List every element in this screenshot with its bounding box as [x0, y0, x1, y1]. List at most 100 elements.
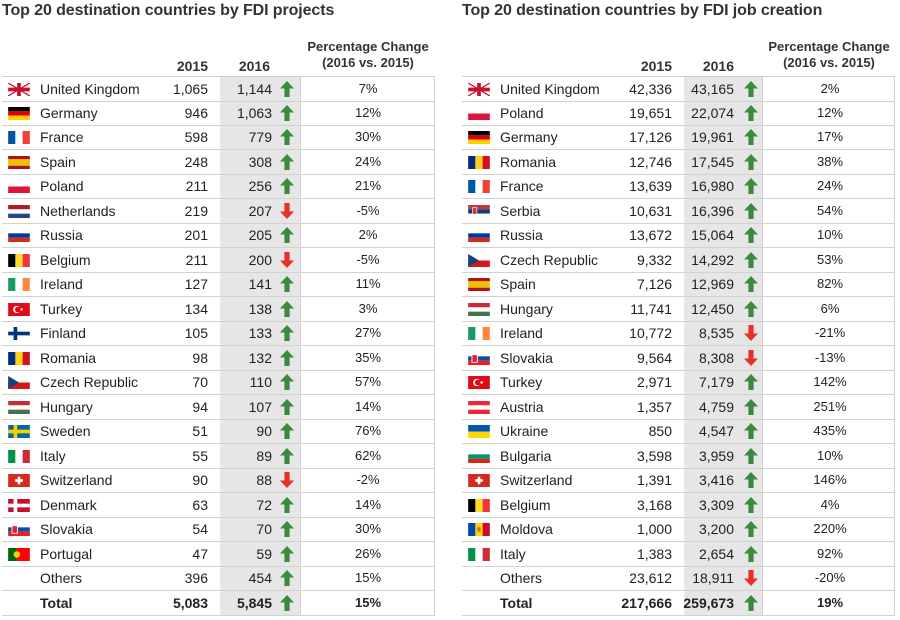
value-2016: 1,063	[236, 104, 272, 121]
value-2016: 12,450	[691, 300, 734, 317]
bg-flag	[468, 449, 490, 463]
up-arrow-icon	[744, 521, 758, 537]
fdi-jobs-panel: Top 20 destination countries by FDI job …	[462, 0, 895, 620]
country-name: France	[40, 129, 84, 145]
value-2016: 15,064	[691, 227, 734, 243]
percentage-change: 17%	[816, 129, 844, 144]
table-row: Ireland 10,772 8,535 -21%	[462, 321, 895, 346]
country-name: Ireland	[500, 325, 543, 341]
value-2015: 51	[192, 423, 208, 439]
up-arrow-icon	[280, 276, 294, 292]
percentage-change: 24%	[816, 178, 844, 193]
value-2015: 63	[192, 496, 208, 513]
value-2016: 19,961	[691, 129, 734, 145]
country-name: Spain	[500, 276, 536, 292]
country-name: Romania	[500, 153, 557, 170]
up-arrow-icon	[280, 300, 294, 317]
down-arrow-icon	[744, 325, 758, 341]
up-arrow-icon	[280, 227, 294, 243]
country-name: Czech Republic	[40, 374, 139, 390]
es-flag	[8, 155, 30, 169]
value-2016: 256	[248, 178, 272, 194]
value-2015: 5,083	[172, 594, 208, 611]
table-row: Ireland 127 141 11%	[2, 272, 435, 297]
value-2015: 219	[184, 202, 208, 219]
table-row: Turkey 134 138 3%	[2, 297, 435, 322]
table-row: Germany 17,126 19,961 17%	[462, 125, 895, 150]
country-name: Slovakia	[40, 521, 93, 537]
table-row: Belgium 211 200 -5%	[2, 248, 435, 273]
total-row: Total 5,083 5,845 15%	[2, 591, 435, 616]
table-row: Spain 7,126 12,969 82%	[462, 272, 895, 297]
percentage-change: 6%	[820, 300, 840, 316]
percentage-change: 76%	[354, 423, 382, 438]
country-name: Austria	[500, 398, 544, 415]
percentage-change: 14%	[354, 496, 382, 512]
table-row: Czech Republic 70 110 57%	[2, 370, 435, 395]
table-row: Bulgaria 3,598 3,959 10%	[462, 444, 895, 469]
be-flag	[8, 253, 30, 267]
country-name: Total	[40, 594, 73, 611]
value-2016: 17,545	[691, 153, 734, 170]
value-2016: 59	[256, 545, 272, 562]
ru-flag	[8, 229, 30, 242]
up-arrow-icon	[744, 178, 758, 194]
value-2015: 946	[184, 104, 208, 121]
gb-flag	[468, 83, 490, 96]
country-name: Moldova	[500, 521, 553, 537]
percentage-change: 7%	[358, 81, 378, 96]
ru-flag	[468, 229, 490, 242]
percentage-change: 15%	[354, 570, 382, 585]
fi-flag	[8, 327, 30, 340]
up-arrow-icon	[280, 521, 294, 537]
value-2015: 7,126	[636, 276, 672, 292]
value-2016: 8,308	[698, 349, 734, 366]
percentage-change: -20%	[814, 570, 846, 585]
value-2015: 1,391	[636, 472, 672, 488]
percentage-change: 19%	[816, 594, 844, 610]
value-2016: 200	[248, 251, 272, 268]
value-2015: 1,357	[636, 398, 672, 415]
up-arrow-icon	[280, 570, 294, 586]
percentage-change: 24%	[354, 153, 382, 169]
up-arrow-icon	[280, 374, 294, 390]
value-2016: 72	[256, 496, 272, 513]
ie-flag	[468, 327, 490, 340]
up-arrow-icon	[744, 104, 758, 121]
percentage-change: 4%	[820, 496, 840, 512]
country-name: Poland	[500, 104, 544, 121]
percentage-change: 53%	[816, 251, 844, 267]
value-2015: 70	[192, 374, 208, 390]
value-2016: 308	[248, 153, 272, 170]
tr-flag	[8, 302, 30, 316]
value-2015: 248	[184, 153, 208, 170]
table-row: Portugal 47 59 26%	[2, 542, 435, 567]
value-2016: 141	[248, 276, 272, 292]
down-arrow-icon	[280, 472, 294, 488]
table-row: Turkey 2,971 7,179 142%	[462, 370, 895, 395]
percentage-change: 54%	[816, 202, 844, 218]
down-arrow-icon	[744, 349, 758, 366]
up-arrow-icon	[280, 447, 294, 464]
up-arrow-icon	[744, 202, 758, 219]
country-name: Belgium	[40, 251, 91, 268]
country-name: Czech Republic	[500, 251, 599, 268]
country-name: United Kingdom	[40, 81, 140, 97]
md-flag	[468, 523, 490, 536]
table-row: Ukraine 850 4,547 435%	[462, 419, 895, 444]
value-2015: 1,383	[636, 545, 672, 562]
percentage-change: 12%	[354, 104, 382, 120]
value-2015: 98	[192, 349, 208, 366]
header-2015: 2015	[176, 58, 208, 74]
value-2016: 4,547	[698, 423, 734, 439]
header-percentage-change-line1: Percentage Change	[768, 39, 890, 54]
value-2015: 94	[192, 398, 208, 415]
value-2015: 13,639	[629, 178, 672, 194]
table-row: Hungary 94 107 14%	[2, 395, 435, 420]
table-row: Russia 201 205 2%	[2, 223, 435, 248]
panel-title: Top 20 destination countries by FDI job …	[462, 2, 823, 19]
value-2015: 201	[184, 227, 208, 243]
percentage-change: 21%	[354, 178, 382, 193]
value-2015: 127	[184, 276, 208, 292]
table-row: Romania 98 132 35%	[2, 346, 435, 371]
